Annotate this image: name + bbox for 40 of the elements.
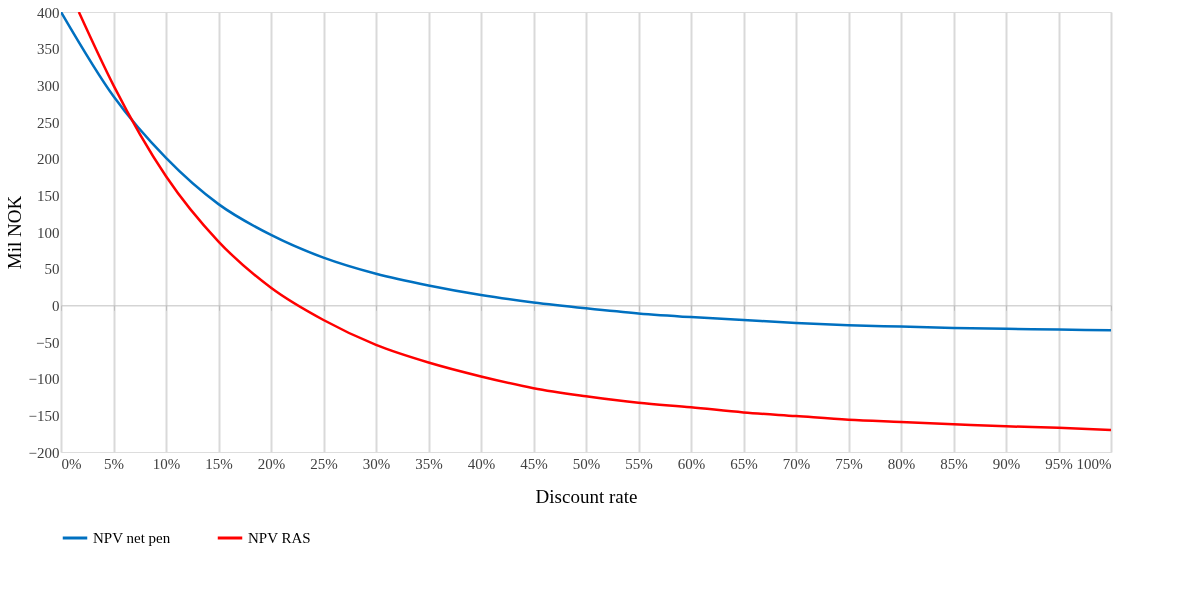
x-tick-label: 0% — [61, 455, 82, 472]
line-series — [61, 12, 1111, 332]
y-tick-label: 200 — [37, 151, 60, 168]
y-tick-label: 100 — [37, 224, 60, 241]
x-tick-label: 45% — [520, 455, 548, 472]
x-tick-label: 80% — [887, 455, 916, 472]
x-tick-label: 5% — [104, 455, 124, 472]
y-tick-label: 150 — [37, 187, 60, 204]
y-axis-title: Mil NOK — [3, 195, 25, 270]
y-tick-label: −150 — [28, 407, 60, 424]
y-tick-label: 350 — [37, 41, 60, 58]
x-tick-label: 95% — [1045, 455, 1073, 472]
x-tick-label: 90% — [992, 455, 1021, 472]
y-tick-label: 400 — [37, 4, 60, 21]
x-tick-label: 85% — [940, 455, 968, 472]
y-tick-label: 300 — [37, 77, 60, 94]
x-tick-label: 15% — [205, 455, 233, 472]
y-tick-label: 0 — [52, 297, 60, 314]
x-axis-title: Discount rate — [535, 485, 638, 507]
x-tick-label: 70% — [782, 455, 811, 472]
x-tick-label: 20% — [257, 455, 286, 472]
y-tick-label: 250 — [37, 114, 60, 131]
legend-label: NPV net pen — [93, 530, 171, 546]
x-tick-label: 65% — [730, 455, 758, 472]
x-tick-label: 40% — [467, 455, 496, 472]
line-series — [77, 12, 1111, 432]
x-tick-label: 100% — [1076, 455, 1112, 472]
y-tick-label: 50 — [44, 261, 60, 278]
y-tick-label: −100 — [28, 371, 60, 388]
x-tick-label: 75% — [835, 455, 863, 472]
x-tick-label: 25% — [310, 455, 338, 472]
x-tick-label: 60% — [677, 455, 706, 472]
x-tick-label: 10% — [152, 455, 181, 472]
legend-label: NPV RAS — [248, 530, 311, 546]
x-tick-label: 55% — [625, 455, 653, 472]
x-tick-label: 35% — [415, 455, 443, 472]
x-tick-label: 30% — [362, 455, 391, 472]
y-tick-label: −50 — [36, 334, 60, 351]
x-tick-label: 50% — [572, 455, 601, 472]
y-tick-label: −200 — [28, 444, 60, 461]
